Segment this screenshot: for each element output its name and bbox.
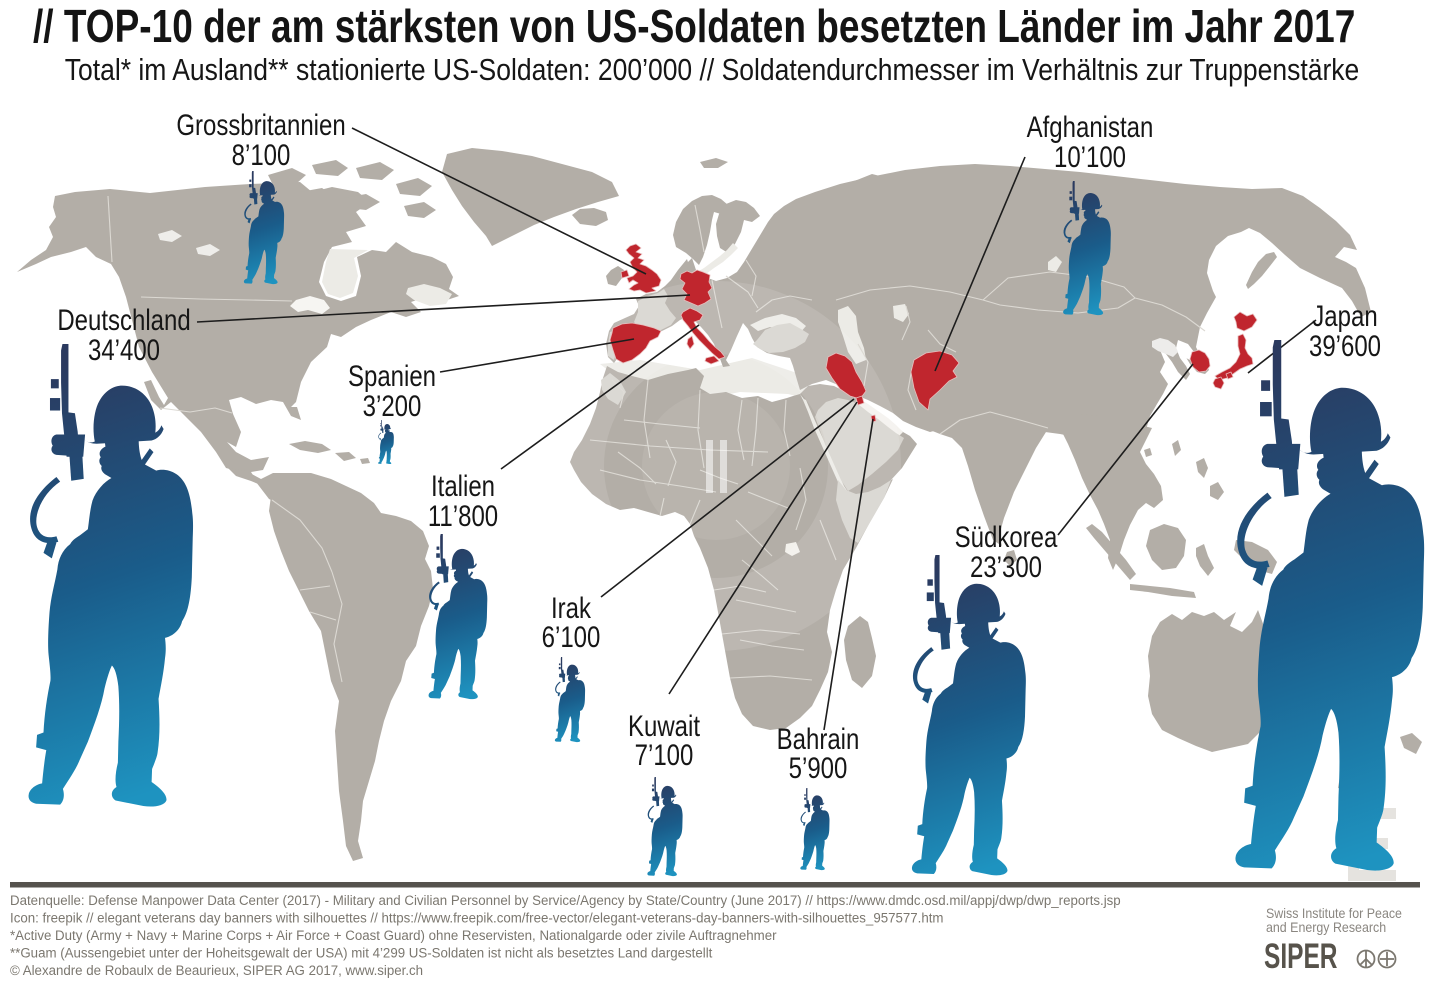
svg-text:Irak: Irak xyxy=(551,590,591,624)
svg-text:10’100: 10’100 xyxy=(1054,139,1126,173)
svg-text:Italien: Italien xyxy=(431,468,495,502)
svg-text:23’300: 23’300 xyxy=(970,549,1042,583)
svg-text:// TOP-10 der am stärksten von: // TOP-10 der am stärksten von US-Soldat… xyxy=(33,0,1355,52)
svg-text:SIPER: SIPER xyxy=(1264,938,1338,976)
svg-text:11’800: 11’800 xyxy=(428,498,498,532)
svg-text:34’400: 34’400 xyxy=(88,332,160,366)
svg-text:5’900: 5’900 xyxy=(789,750,848,784)
svg-text:8’100: 8’100 xyxy=(232,137,291,171)
svg-text:Spanien: Spanien xyxy=(348,358,436,392)
svg-text:Kuwait: Kuwait xyxy=(628,708,700,742)
svg-text:and Energy Research: and Energy Research xyxy=(1266,920,1386,936)
svg-text:© Alexandre de Robaulx de Beau: © Alexandre de Robaulx de Beaurieux, SIP… xyxy=(10,963,423,978)
svg-text:Icon: freepik // elegant veter: Icon: freepik // elegant veterans day ba… xyxy=(10,910,943,925)
svg-text:3’200: 3’200 xyxy=(363,388,422,422)
svg-text:39’600: 39’600 xyxy=(1309,328,1381,362)
svg-text:Datenquelle: Defense Manpower: Datenquelle: Defense Manpower Data Cente… xyxy=(10,893,1121,908)
svg-text:*Active Duty (Army + Navy + Ma: *Active Duty (Army + Navy + Marine Corps… xyxy=(10,928,777,943)
svg-text:Grossbritannien: Grossbritannien xyxy=(176,107,345,141)
svg-text:Swiss Institute for Peace: Swiss Institute for Peace xyxy=(1266,906,1402,922)
svg-text:7’100: 7’100 xyxy=(635,737,694,771)
svg-text:Deutschland: Deutschland xyxy=(57,302,190,336)
svg-text:Total* im Ausland** stationier: Total* im Ausland** stationierte US-Sold… xyxy=(65,53,1359,87)
svg-text:Südkorea: Südkorea xyxy=(955,519,1058,553)
svg-text:Japan: Japan xyxy=(1312,298,1377,332)
svg-text:6’100: 6’100 xyxy=(542,619,601,653)
svg-text:**Guam (Aussengebiet unter der: **Guam (Aussengebiet unter der Hoheitsge… xyxy=(10,945,713,960)
svg-text:Bahrain: Bahrain xyxy=(777,721,860,755)
svg-text:Afghanistan: Afghanistan xyxy=(1027,109,1154,143)
